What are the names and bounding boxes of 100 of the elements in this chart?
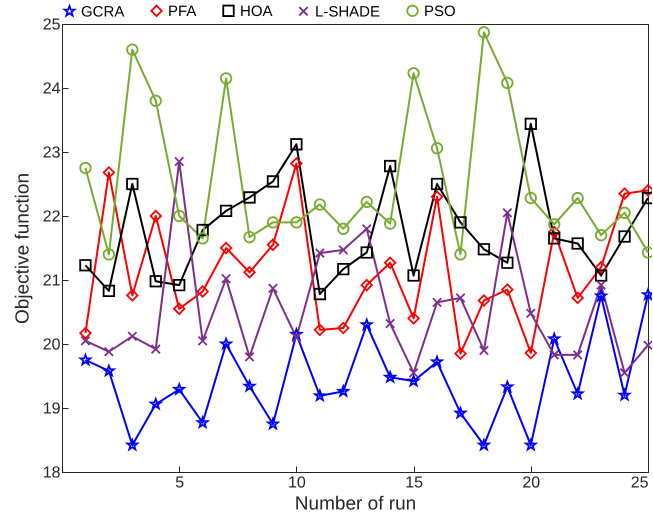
point — [524, 438, 537, 450]
point — [150, 94, 162, 107]
point — [267, 418, 279, 430]
legend-label: PSO — [424, 2, 456, 20]
point — [408, 368, 419, 378]
point — [524, 118, 537, 130]
point — [548, 226, 560, 238]
point — [126, 178, 138, 190]
point — [126, 289, 138, 302]
x-tick-label: 20 — [522, 474, 540, 492]
point — [243, 191, 256, 204]
point — [314, 288, 326, 300]
point — [478, 26, 490, 38]
point — [290, 216, 303, 229]
point — [314, 248, 325, 258]
y-tick-label: 18 — [42, 464, 61, 482]
point — [454, 248, 467, 261]
point — [150, 210, 162, 222]
point — [196, 285, 209, 298]
point — [338, 244, 348, 256]
point — [360, 196, 373, 208]
x-tick-label: 15 — [405, 474, 424, 492]
point — [362, 224, 372, 234]
point — [79, 326, 92, 340]
point — [430, 190, 444, 203]
y-tick-label: 19 — [42, 400, 61, 418]
point — [619, 368, 630, 378]
point — [268, 283, 278, 294]
point — [454, 347, 467, 360]
point — [524, 192, 537, 204]
point — [102, 284, 116, 298]
point — [549, 350, 560, 360]
point — [501, 380, 514, 392]
point — [314, 390, 326, 401]
point — [454, 406, 466, 418]
point — [618, 206, 631, 219]
legend-label: L-SHADE — [315, 3, 380, 20]
point — [243, 230, 256, 244]
point — [103, 364, 115, 376]
point — [196, 232, 209, 245]
point — [220, 274, 232, 284]
point — [79, 259, 92, 272]
point — [548, 218, 560, 230]
point — [384, 160, 396, 172]
point — [173, 278, 186, 292]
point — [407, 269, 420, 282]
point — [266, 238, 280, 251]
point — [126, 438, 138, 450]
point — [524, 346, 537, 360]
x-tick-label: 25 — [630, 474, 649, 492]
point — [360, 278, 373, 292]
point — [501, 283, 514, 296]
point — [478, 345, 490, 356]
x-tick-label: 5 — [175, 474, 184, 492]
point — [572, 192, 584, 204]
point — [572, 237, 584, 250]
point — [102, 166, 116, 179]
legend-label: HOA — [240, 2, 273, 20]
point — [104, 346, 114, 357]
point — [618, 230, 631, 243]
x-tick-label: 10 — [288, 474, 306, 492]
point — [360, 246, 373, 259]
point — [150, 344, 161, 354]
x-axis-title: Number of run — [294, 494, 416, 514]
point — [572, 292, 584, 304]
point — [337, 222, 350, 235]
point — [198, 336, 208, 346]
point — [548, 332, 560, 344]
point — [127, 331, 138, 342]
point — [572, 350, 583, 360]
point — [290, 157, 303, 170]
point — [548, 232, 560, 245]
point — [594, 229, 608, 242]
point — [220, 72, 232, 85]
legend-label: PFA — [168, 2, 196, 20]
point — [432, 297, 442, 308]
y-tick-label: 20 — [42, 336, 61, 354]
point — [478, 243, 490, 256]
point — [360, 318, 373, 330]
point — [431, 356, 443, 368]
point — [501, 256, 514, 269]
point — [337, 262, 350, 276]
point — [502, 208, 512, 218]
point — [430, 178, 444, 190]
point — [384, 256, 396, 269]
point — [384, 218, 396, 230]
point — [501, 76, 514, 90]
y-axis-title: Objective function — [12, 172, 34, 324]
point — [266, 216, 280, 229]
point — [173, 302, 186, 315]
point — [594, 261, 608, 274]
point — [337, 322, 350, 334]
point — [244, 352, 255, 362]
y-tick-label: 22 — [42, 208, 61, 226]
point — [454, 216, 467, 229]
point — [618, 187, 631, 200]
point — [314, 198, 326, 211]
y-tick-label: 21 — [42, 272, 61, 290]
point — [173, 383, 186, 395]
point — [455, 292, 466, 304]
